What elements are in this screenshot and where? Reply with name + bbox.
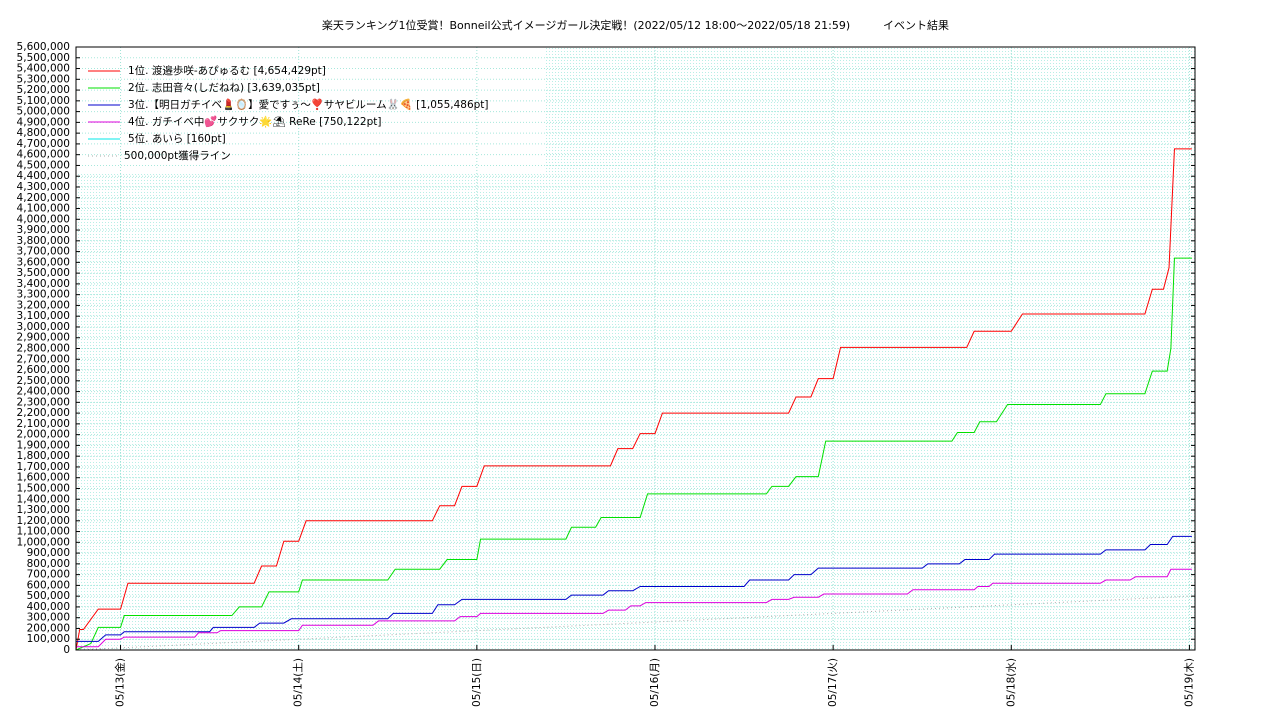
y-tick-label: 5,500,000 <box>17 52 70 64</box>
y-tick-label: 800,000 <box>27 558 70 570</box>
legend-label: 5位. あいら [160pt] <box>128 132 226 145</box>
x-tick-label: 05/13(金) <box>114 658 127 707</box>
y-tick-label: 2,000,000 <box>17 429 70 441</box>
legend-label: 1位. 渡邉歩咲-あぴゅるむ [4,654,429pt] <box>128 64 326 77</box>
y-tick-label: 4,900,000 <box>17 116 70 128</box>
y-tick-label: 0 <box>63 644 70 656</box>
x-tick-label: 05/14(土) <box>292 658 305 707</box>
x-tick-label: 05/18(水) <box>1005 658 1017 707</box>
y-tick-label: 2,400,000 <box>17 386 70 398</box>
y-tick-label: 2,500,000 <box>17 375 70 387</box>
y-tick-label: 4,700,000 <box>17 138 70 150</box>
y-tick-label: 3,400,000 <box>17 278 70 290</box>
y-tick-label: 3,200,000 <box>17 299 70 311</box>
y-tick-label: 1,700,000 <box>17 461 70 473</box>
y-tick-label: 1,000,000 <box>17 536 70 548</box>
y-tick-label: 2,300,000 <box>17 396 70 408</box>
y-tick-label: 4,000,000 <box>17 213 70 225</box>
y-tick-label: 4,300,000 <box>17 181 70 193</box>
y-tick-label: 3,800,000 <box>17 235 70 247</box>
y-tick-label: 100,000 <box>27 633 70 645</box>
y-tick-label: 3,300,000 <box>17 289 70 301</box>
y-tick-label: 3,700,000 <box>17 246 70 258</box>
y-tick-label: 600,000 <box>27 579 70 591</box>
y-tick-label: 3,000,000 <box>17 321 70 333</box>
legend-label: 500,000pt獲得ライン <box>124 149 231 162</box>
y-tick-label: 3,100,000 <box>17 310 70 322</box>
legend-label: 2位. 志田音々(しだねね) [3,639,035pt] <box>128 81 320 94</box>
y-tick-label: 500,000 <box>27 590 70 602</box>
y-tick-label: 5,000,000 <box>17 106 70 118</box>
y-tick-label: 5,400,000 <box>17 63 70 75</box>
y-tick-label: 2,700,000 <box>17 353 70 365</box>
y-tick-label: 4,500,000 <box>17 159 70 171</box>
y-tick-label: 3,500,000 <box>17 267 70 279</box>
x-tick-label: 05/17(火) <box>827 658 839 707</box>
y-tick-label: 4,200,000 <box>17 192 70 204</box>
y-tick-label: 4,600,000 <box>17 149 70 161</box>
y-tick-label: 5,200,000 <box>17 84 70 96</box>
series-line <box>76 568 1192 648</box>
chart-subtitle: イベント結果 <box>883 18 949 32</box>
y-tick-label: 5,300,000 <box>17 73 70 85</box>
y-tick-label: 2,800,000 <box>17 343 70 355</box>
y-tick-label: 1,400,000 <box>17 493 70 505</box>
x-tick-label: 05/19(木) <box>1183 658 1195 707</box>
y-tick-label: 2,100,000 <box>17 418 70 430</box>
x-tick-label: 05/15(日) <box>471 658 483 707</box>
y-tick-label: 4,400,000 <box>17 170 70 182</box>
y-tick-label: 5,100,000 <box>17 95 70 107</box>
y-tick-label: 3,600,000 <box>17 256 70 268</box>
y-tick-label: 2,200,000 <box>17 407 70 419</box>
y-tick-label: 5,600,000 <box>17 41 70 53</box>
legend-label: 4位. ガチイベ中💕サクサク🌟⛱ ReRe [750,122pt] <box>128 115 381 128</box>
x-tick-label: 05/16(月) <box>649 658 661 707</box>
y-tick-label: 1,800,000 <box>17 450 70 462</box>
y-tick-label: 1,300,000 <box>17 504 70 516</box>
y-tick-label: 1,500,000 <box>17 482 70 494</box>
series-line <box>75 257 1192 651</box>
y-tick-label: 1,200,000 <box>17 515 70 527</box>
chart-title: 楽天ランキング1位受賞！Bonneil公式イメージガール決定戦！(2022/05… <box>322 18 850 32</box>
y-tick-label: 2,900,000 <box>17 332 70 344</box>
series-line <box>76 535 1192 642</box>
y-tick-label: 4,100,000 <box>17 203 70 215</box>
y-tick-label: 2,600,000 <box>17 364 70 376</box>
series-line <box>75 148 1192 651</box>
y-tick-label: 1,100,000 <box>17 526 70 538</box>
y-tick-label: 300,000 <box>27 612 70 624</box>
series-line <box>75 595 1190 651</box>
y-tick-label: 1,600,000 <box>17 472 70 484</box>
y-tick-label: 700,000 <box>27 569 70 581</box>
y-tick-label: 1,900,000 <box>17 439 70 451</box>
y-tick-label: 3,900,000 <box>17 224 70 236</box>
y-tick-label: 400,000 <box>27 601 70 613</box>
y-tick-label: 4,800,000 <box>17 127 70 139</box>
legend-label: 3位.【明日ガチイベ💄🪞】愛ですぅ〜❣️サヤビルーム🐰🍕 [1,055,486p… <box>128 98 489 111</box>
y-tick-label: 200,000 <box>27 622 70 634</box>
y-tick-label: 900,000 <box>27 547 70 559</box>
